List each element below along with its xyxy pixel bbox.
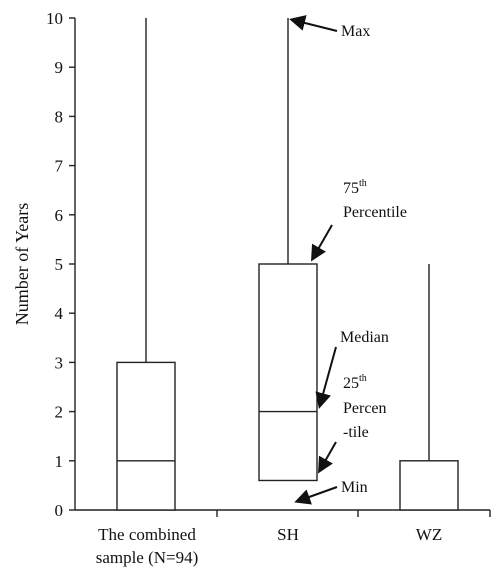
box-iqr bbox=[258, 263, 318, 482]
y-tick-label: 5 bbox=[55, 255, 64, 274]
arrow-min bbox=[294, 486, 338, 505]
y-tick-label: 0 bbox=[55, 501, 64, 520]
y-ticks: 0 1 2 3 4 5 6 7 8 9 10 bbox=[46, 9, 75, 520]
y-tick-label: 4 bbox=[55, 304, 64, 323]
y-tick-label: 6 bbox=[55, 206, 64, 225]
x-tick-label: SH bbox=[277, 525, 299, 544]
annotation-p75-superscript: th bbox=[359, 178, 367, 189]
annotation-p75-label: 75th bbox=[343, 178, 367, 197]
box-iqr bbox=[399, 460, 459, 511]
arrow-median bbox=[315, 346, 337, 409]
x-tick-labels: The combined sample (N=94) SH WZ bbox=[96, 525, 443, 567]
y-tick-label: 10 bbox=[46, 9, 63, 28]
annotation-max: Max bbox=[341, 23, 370, 40]
boxes bbox=[116, 18, 459, 511]
y-tick-label: 8 bbox=[55, 107, 64, 126]
box-group bbox=[399, 264, 459, 511]
arrow-p75 bbox=[311, 224, 333, 262]
annotation-min: Min bbox=[341, 479, 368, 496]
annotation-p75-number: 75 bbox=[343, 180, 359, 197]
annotation-median: Median bbox=[340, 329, 389, 346]
annotations: Max 75th Percentile Median 25th Percen -… bbox=[289, 15, 407, 505]
annotation-p75-word: Percentile bbox=[343, 204, 407, 221]
x-tick-label: sample (N=94) bbox=[96, 548, 199, 567]
x-tick-label: The combined bbox=[98, 525, 196, 544]
annotation-p25-label: 25th bbox=[343, 373, 367, 392]
y-tick-label: 1 bbox=[55, 452, 64, 471]
annotation-p25-number: 25 bbox=[343, 375, 359, 392]
box-group bbox=[116, 18, 176, 511]
annotation-p25-superscript: th bbox=[359, 373, 367, 384]
y-tick-label: 7 bbox=[55, 157, 64, 176]
x-tick-label: WZ bbox=[416, 525, 442, 544]
y-tick-label: 3 bbox=[55, 353, 64, 372]
x-ticks bbox=[216, 510, 491, 517]
box-iqr bbox=[116, 361, 176, 511]
y-tick-label: 9 bbox=[55, 58, 64, 77]
y-axis-label: Number of Years bbox=[12, 203, 32, 325]
box-group bbox=[258, 18, 318, 482]
annotation-p25-line2: -tile bbox=[343, 424, 369, 441]
arrow-p25 bbox=[318, 441, 337, 474]
y-tick-label: 2 bbox=[55, 403, 64, 422]
annotation-p25-line1: Percen bbox=[343, 400, 387, 417]
arrow-max bbox=[289, 15, 338, 32]
